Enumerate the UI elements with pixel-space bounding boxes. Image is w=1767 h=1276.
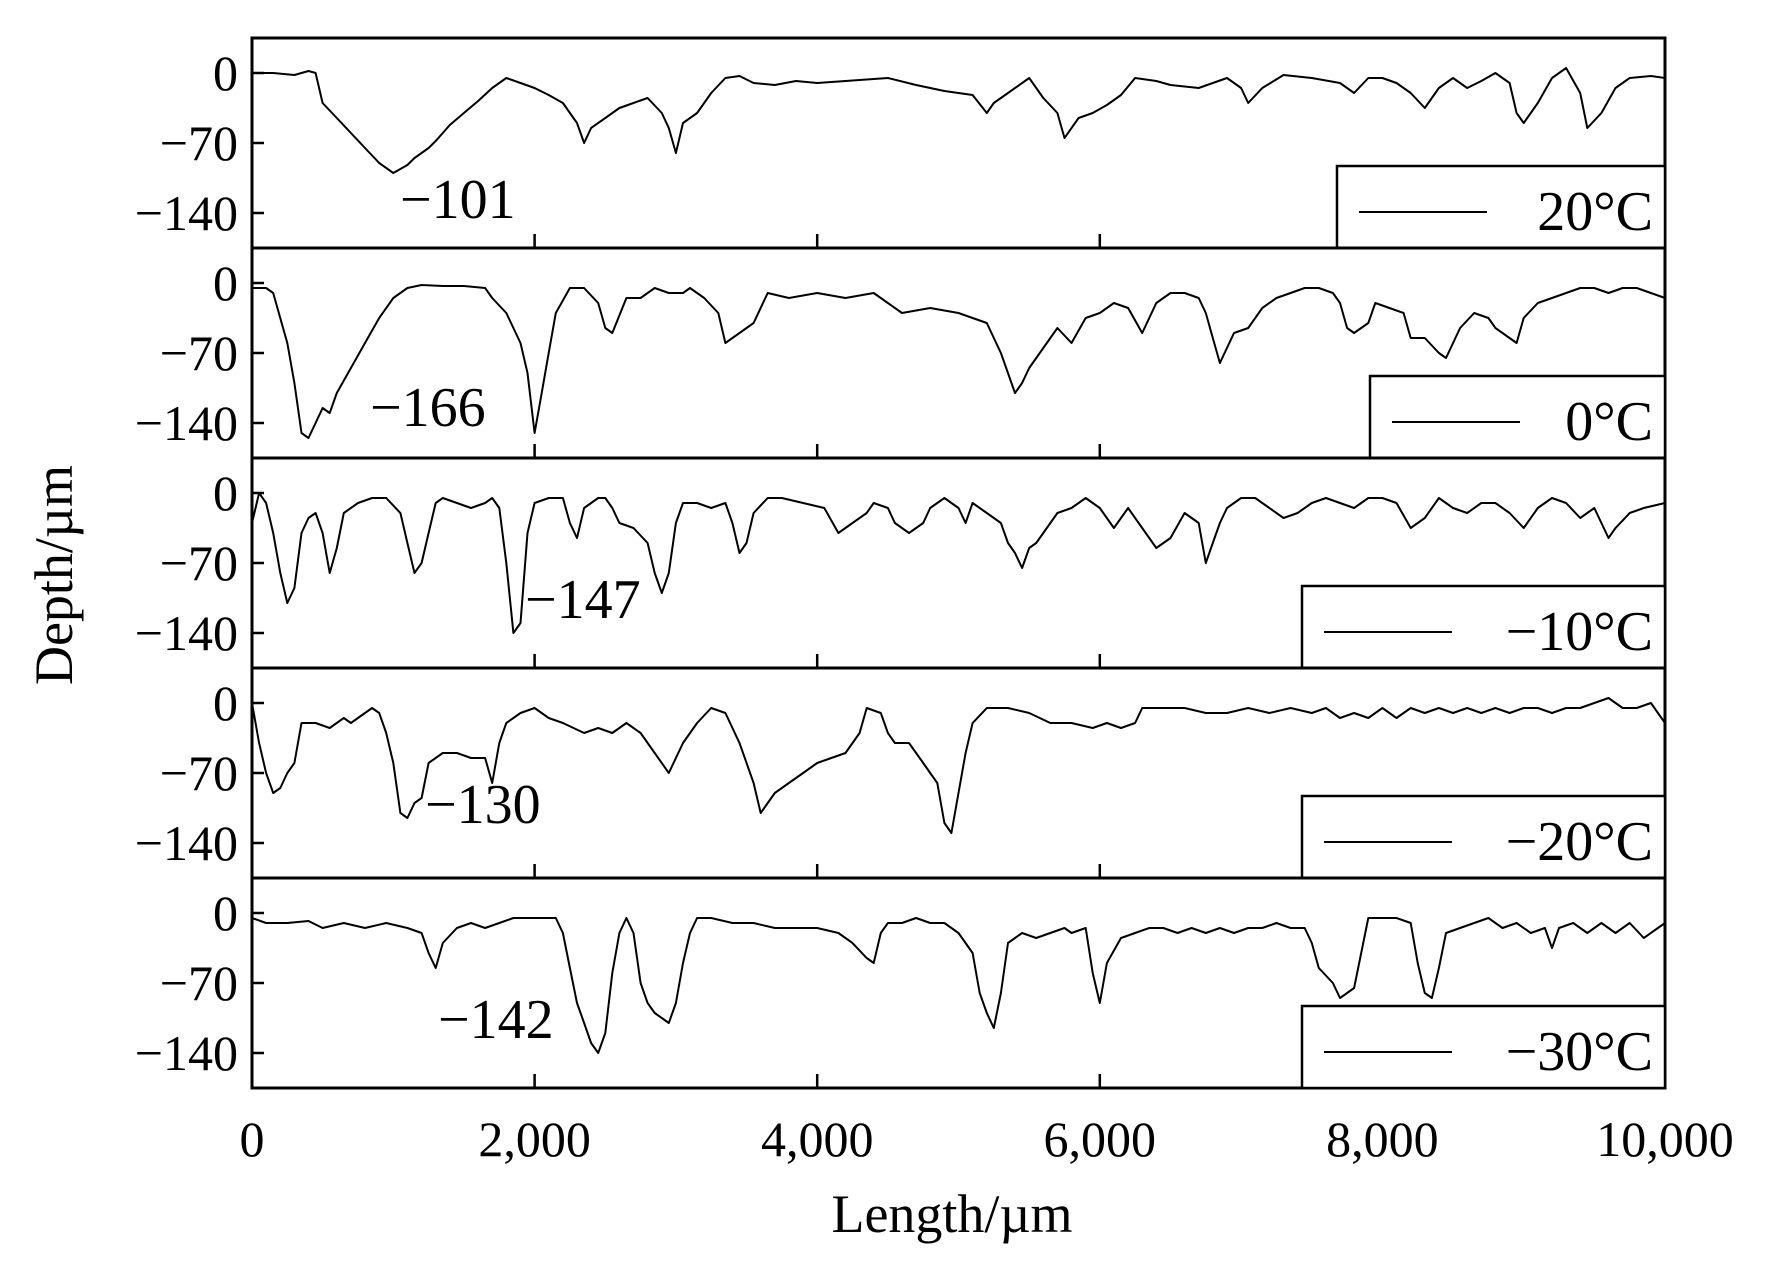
panel-1: 0 −70 −140 −166 0°C [135, 246, 1667, 460]
legend-label: −10°C [1506, 601, 1653, 663]
y-tick-label: −70 [160, 115, 238, 171]
x-tick-label: 2,000 [478, 1111, 591, 1167]
y-tick-label: 0 [213, 465, 238, 521]
y-tick-label: 0 [213, 675, 238, 731]
panel-2: 0 −70 −140 −147 −10°C [135, 456, 1667, 670]
x-tick-label: 4,000 [761, 1111, 874, 1167]
x-tick-label: 8,000 [1326, 1111, 1439, 1167]
min-depth-annotation: −130 [425, 774, 541, 836]
y-tick-label: 0 [213, 45, 238, 101]
series-line [251, 492, 1666, 634]
legend-box [1368, 374, 1667, 460]
legend: 20°C [1335, 164, 1667, 250]
y-tick-label: −140 [135, 605, 238, 661]
x-axis: 0 2,000 4,000 6,000 8,000 10,000 [240, 1111, 1734, 1167]
legend: −10°C [1300, 584, 1667, 670]
x-tick-label: 0 [240, 1111, 265, 1167]
y-axis-label: Depth/µm [24, 465, 84, 685]
min-depth-annotation: −147 [525, 569, 641, 631]
legend-label: −20°C [1506, 811, 1653, 873]
series-line [252, 284, 1666, 439]
min-depth-annotation: −101 [400, 169, 516, 231]
y-tick-label: −140 [135, 1025, 238, 1081]
legend-box [1300, 1004, 1667, 1090]
y-tick-label: 0 [213, 885, 238, 941]
legend: −30°C [1300, 1004, 1667, 1090]
y-tick-label: −70 [160, 325, 238, 381]
x-axis-label: Length/µm [831, 1184, 1072, 1244]
y-tick-label: −70 [160, 535, 238, 591]
legend-label: 20°C [1537, 181, 1653, 243]
legend-box [1300, 584, 1667, 670]
legend: −20°C [1300, 794, 1667, 880]
legend: 0°C [1368, 374, 1667, 460]
legend-box [1300, 794, 1667, 880]
panels-layer: 0 −70 −140 −101 20°C 0 −70 −140 −166 0°C 0 −70 −140 −… [135, 36, 1667, 1090]
panel-4: 0 −70 −140 −142 −30°C [135, 876, 1667, 1090]
series-line [252, 67, 1666, 174]
y-tick-label: 0 [213, 255, 238, 311]
panel-0: 0 −70 −140 −101 20°C [135, 36, 1667, 250]
legend-label: 0°C [1565, 391, 1653, 453]
x-tick-label: 6,000 [1044, 1111, 1157, 1167]
y-tick-label: −140 [135, 395, 238, 451]
y-tick-label: −70 [160, 955, 238, 1011]
panel-3: 0 −70 −140 −130 −20°C [135, 666, 1667, 880]
y-tick-label: −140 [135, 185, 238, 241]
x-tick-label: 10,000 [1596, 1111, 1734, 1167]
legend-label: −30°C [1506, 1021, 1653, 1083]
y-tick-label: −70 [160, 745, 238, 801]
min-depth-annotation: −166 [370, 377, 486, 439]
y-tick-label: −140 [135, 815, 238, 871]
series-line [251, 917, 1666, 1054]
min-depth-annotation: −142 [438, 989, 554, 1051]
series-line [251, 697, 1666, 834]
